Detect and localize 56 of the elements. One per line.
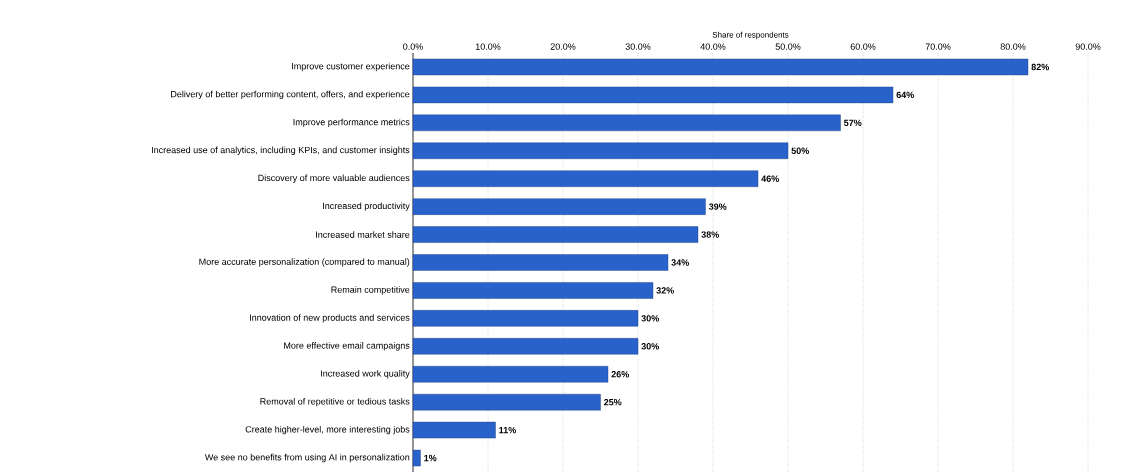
bar <box>412 366 609 383</box>
x-tick-label: 40.0% <box>700 43 726 50</box>
x-tick-label: 30.0% <box>625 43 651 50</box>
y-tick-label: Innovation of new products and services <box>250 314 410 323</box>
bar <box>412 86 894 104</box>
bar <box>412 58 1029 76</box>
bar <box>412 421 496 439</box>
data-label: 1% <box>424 454 437 462</box>
y-tick-label: Removal of repetitive or tedious tasks <box>260 397 410 407</box>
y-tick-label: Increased work quality <box>321 370 410 379</box>
y-tick-label: More effective email campaigns <box>284 342 410 351</box>
y-tick-label: Improve performance metrics <box>293 118 410 128</box>
data-label: 30% <box>641 343 659 350</box>
data-label: 38% <box>701 231 719 238</box>
y-tick-label: More accurate personalization (compared to manual) <box>199 258 410 267</box>
bar <box>412 282 654 299</box>
data-label: 39% <box>708 203 727 210</box>
y-tick-label: Remain competitive <box>331 286 410 295</box>
x-tick-label: 50.0% <box>775 43 801 50</box>
y-tick-label: Delivery of better performing content, offers, and experience <box>171 90 410 100</box>
data-label: 25% <box>604 398 622 406</box>
data-label: 57% <box>843 119 862 127</box>
bar <box>412 310 639 327</box>
y-tick-label: Create higher-level, more interesting jobs <box>245 425 410 435</box>
x-tick-label: 80.0% <box>1000 43 1026 50</box>
bar <box>412 449 421 467</box>
x-tick-label: 10.0% <box>475 43 501 50</box>
y-tick-label: Increased market share <box>316 231 410 238</box>
bar <box>412 170 759 187</box>
x-tick-label: 90.0% <box>1075 43 1101 50</box>
x-tick-label: 0.0% <box>403 43 423 50</box>
data-label: 82% <box>1031 63 1049 71</box>
x-axis-title: Share of respondents <box>712 31 789 40</box>
x-tick-label: 20.0% <box>550 43 576 50</box>
bar <box>412 198 706 215</box>
y-tick-label: We see no benefits from using AI in personalization <box>204 453 410 463</box>
data-label: 11% <box>499 426 516 434</box>
bar <box>412 226 699 243</box>
data-label: 30% <box>641 315 659 322</box>
x-tick-label: 70.0% <box>925 43 951 50</box>
bar <box>412 338 639 355</box>
data-label: 64% <box>896 91 914 99</box>
bar <box>412 114 841 132</box>
data-label: 34% <box>671 259 689 266</box>
data-label: 32% <box>656 287 674 294</box>
bar <box>412 142 789 159</box>
y-tick-label: Discovery of more valuable audiences <box>258 174 410 183</box>
x-tick-label: 60.0% <box>850 43 876 50</box>
bar <box>412 254 669 271</box>
data-label: 46% <box>761 175 779 182</box>
y-tick-label: Improve customer experience <box>292 62 410 72</box>
bar <box>412 393 601 411</box>
y-tick-label: Increased use of analytics, including KPIs, and customer insights <box>151 146 410 155</box>
data-label: 50% <box>791 147 809 154</box>
data-label: 26% <box>611 371 629 378</box>
y-tick-label: Increased productivity <box>323 202 410 211</box>
